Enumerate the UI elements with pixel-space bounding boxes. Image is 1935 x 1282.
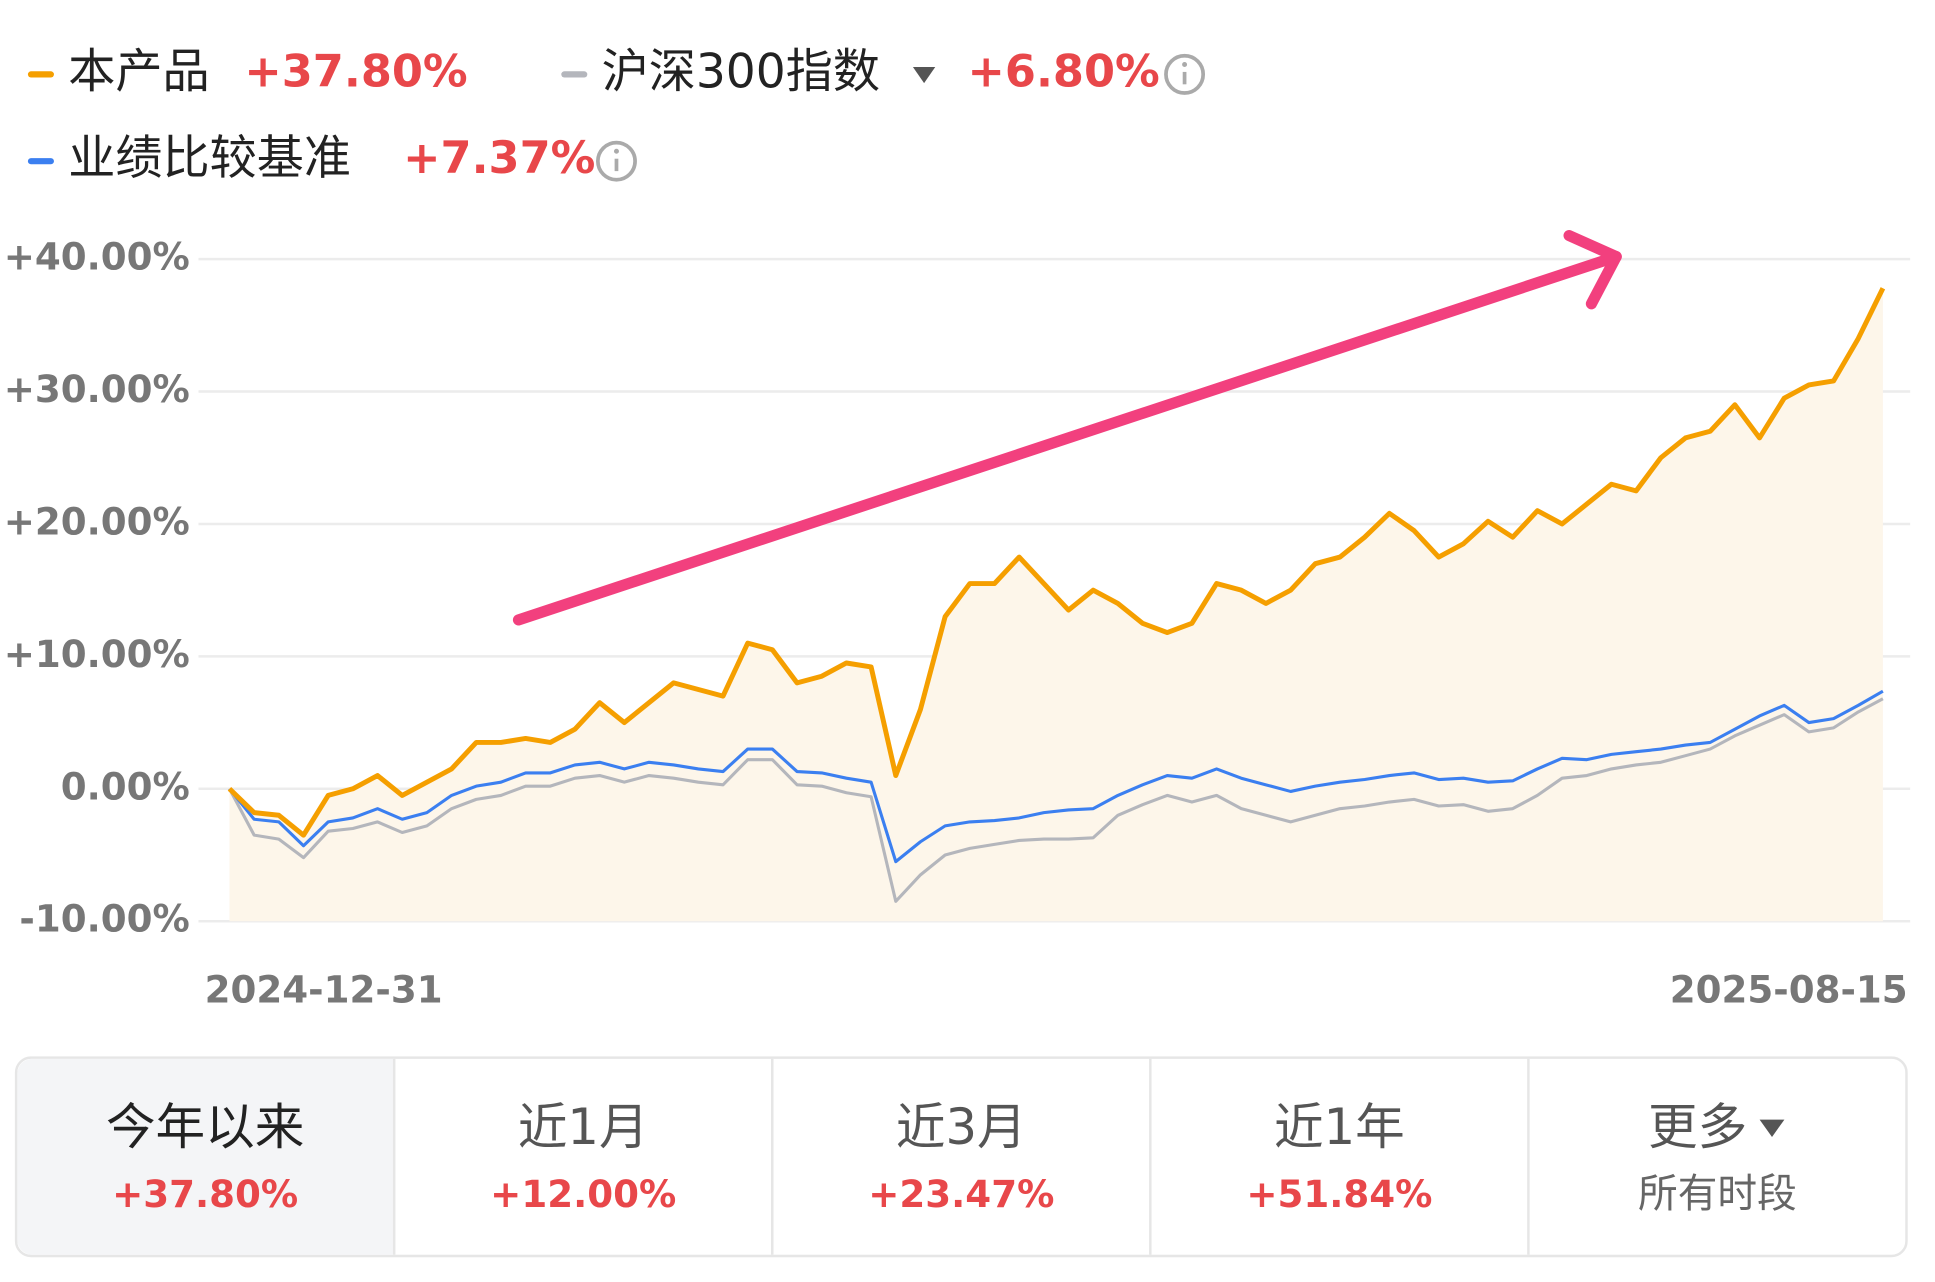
tab[interactable]	[1150, 1059, 1528, 1255]
y-tick-label: 0.00%	[61, 764, 190, 808]
info-icon-dot	[613, 148, 619, 154]
tab-value: +51.84%	[1246, 1172, 1432, 1216]
tab-label: 近1年	[1274, 1098, 1405, 1156]
tabs-frame	[14, 1056, 1908, 1258]
legend-name: 业绩比较基准	[68, 131, 351, 186]
y-tick-label: +40.00%	[4, 235, 190, 279]
x-tick-label: 2024-12-31	[205, 967, 443, 1011]
dropdown-icon[interactable]	[912, 66, 936, 84]
legend-name[interactable]: 沪深300指数	[602, 44, 880, 99]
tab-label: 今年以来	[106, 1098, 304, 1156]
series-line	[228, 689, 1884, 864]
tab[interactable]	[16, 1059, 394, 1255]
info-icon[interactable]	[1164, 53, 1206, 95]
tab[interactable]	[772, 1059, 1150, 1255]
legend-name: 本产品	[68, 44, 209, 99]
tab-label: 更多	[1648, 1098, 1747, 1156]
tab-label: 近3月	[896, 1098, 1027, 1156]
legend-return: +7.37%	[403, 132, 595, 184]
x-tick-label: 2025-08-15	[1670, 967, 1908, 1011]
legend-return: +37.80%	[244, 45, 467, 97]
tab-value: 所有时段	[1638, 1171, 1797, 1217]
series-line	[227, 287, 1886, 838]
tab[interactable]	[1528, 1059, 1906, 1255]
arrow-head	[1563, 229, 1622, 310]
trend-arrow	[512, 229, 1622, 626]
legend-return: +6.80%	[968, 45, 1160, 97]
tab-label: 近1月	[518, 1098, 649, 1156]
legend: 本产品 +37.80% 沪深300指数 +6.80% 业绩比较基准 +7.37%	[27, 44, 1206, 186]
tab-selected-bg	[17, 1058, 395, 1255]
info-icon[interactable]	[596, 140, 637, 182]
tab-value: +37.80%	[112, 1172, 298, 1216]
arrow-shaft	[512, 251, 1622, 626]
dropdown-icon[interactable]	[1759, 1119, 1785, 1137]
tab-value: +23.47%	[868, 1172, 1054, 1216]
tab[interactable]	[394, 1059, 772, 1255]
info-icon-dot	[1182, 61, 1188, 67]
tab-value: +12.00%	[490, 1172, 676, 1216]
y-tick-label: +20.00%	[4, 499, 190, 543]
y-tick-label: -10.00%	[19, 897, 189, 941]
y-tick-label: +10.00%	[4, 632, 190, 676]
series-line	[228, 697, 1884, 903]
y-tick-label: +30.00%	[4, 367, 190, 411]
period-tabs: 今年以来 +37.80% 近1月 +12.00% 近3月 +23.47% 近1年 +51.84…	[14, 1056, 1908, 1258]
plot: +40.00% +30.00% +20.00% +10.00% 0.00% -10.00%…	[4, 235, 1911, 1011]
